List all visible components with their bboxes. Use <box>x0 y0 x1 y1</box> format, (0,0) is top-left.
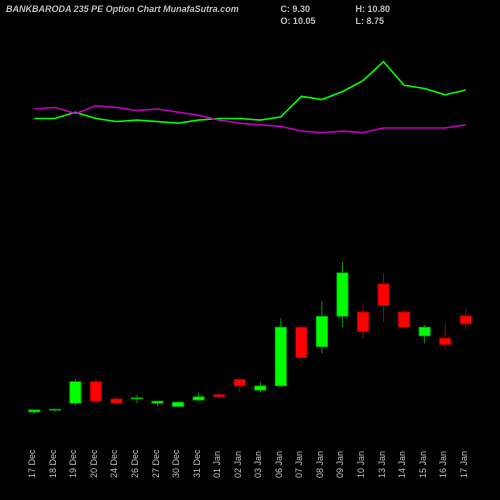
x-tick-label: 06 Jan <box>274 418 284 478</box>
candle-body <box>440 338 451 345</box>
x-axis: 17 Dec18 Dec19 Dec20 Dec24 Dec26 Dec27 D… <box>24 425 476 480</box>
candle-body <box>70 382 81 404</box>
x-tick-label: 07 Jan <box>294 418 304 478</box>
low-value: L: 8.75 <box>355 16 390 26</box>
candle-body <box>234 379 245 386</box>
header-row: BANKBARODA 235 PE Option Chart MunafaSut… <box>0 0 500 26</box>
x-tick-label: 26 Dec <box>130 418 140 478</box>
x-tick-label: 24 Dec <box>109 418 119 478</box>
x-tick-label: 27 Dec <box>151 418 161 478</box>
x-tick-label: 01 Jan <box>212 418 222 478</box>
x-tick-label: 20 Dec <box>89 418 99 478</box>
x-tick-label: 15 Jan <box>418 418 428 478</box>
x-tick-label: 19 Dec <box>68 418 78 478</box>
x-tick-label: 02 Jan <box>233 418 243 478</box>
chart-svg <box>24 30 476 425</box>
candle-body <box>275 327 286 386</box>
x-tick-label: 09 Jan <box>335 418 345 478</box>
indicator-line-a <box>34 62 465 124</box>
x-tick-label: 13 Jan <box>377 418 387 478</box>
candle-body <box>357 312 368 332</box>
candle-body <box>152 401 163 403</box>
x-tick-label: 03 Jan <box>253 418 263 478</box>
x-tick-label: 17 Jan <box>459 418 469 478</box>
candle-body <box>111 399 122 403</box>
candle-body <box>316 316 327 346</box>
candle-body <box>131 398 142 399</box>
candle-body <box>172 402 183 406</box>
candle-body <box>296 327 307 357</box>
candle-body <box>90 382 101 402</box>
x-tick-label: 16 Jan <box>438 418 448 478</box>
candle-body <box>337 273 348 316</box>
candle-body <box>193 397 204 400</box>
x-tick-label: 18 Dec <box>48 418 58 478</box>
candle-body <box>29 410 40 412</box>
candle-body <box>398 312 409 327</box>
high-value: H: 10.80 <box>355 4 390 14</box>
x-tick-label: 17 Dec <box>27 418 37 478</box>
candle-body <box>460 316 471 324</box>
chart-title: BANKBARODA 235 PE Option Chart MunafaSut… <box>0 0 239 14</box>
candle-body <box>419 327 430 336</box>
x-tick-label: 08 Jan <box>315 418 325 478</box>
close-value: C: 9.30 <box>280 4 315 14</box>
x-tick-label: 31 Dec <box>192 418 202 478</box>
candle-body <box>49 409 60 410</box>
stock-chart: BANKBARODA 235 PE Option Chart MunafaSut… <box>0 0 500 500</box>
open-value: O: 10.05 <box>280 16 315 26</box>
candle-body <box>255 386 266 390</box>
x-tick-label: 30 Dec <box>171 418 181 478</box>
candle-body <box>378 284 389 306</box>
x-tick-label: 14 Jan <box>397 418 407 478</box>
ohlc-readout: C: 9.30 O: 10.05 H: 10.80 L: 8.75 <box>280 0 500 26</box>
plot-area <box>24 30 476 425</box>
x-tick-label: 10 Jan <box>356 418 366 478</box>
candle-body <box>214 395 225 397</box>
